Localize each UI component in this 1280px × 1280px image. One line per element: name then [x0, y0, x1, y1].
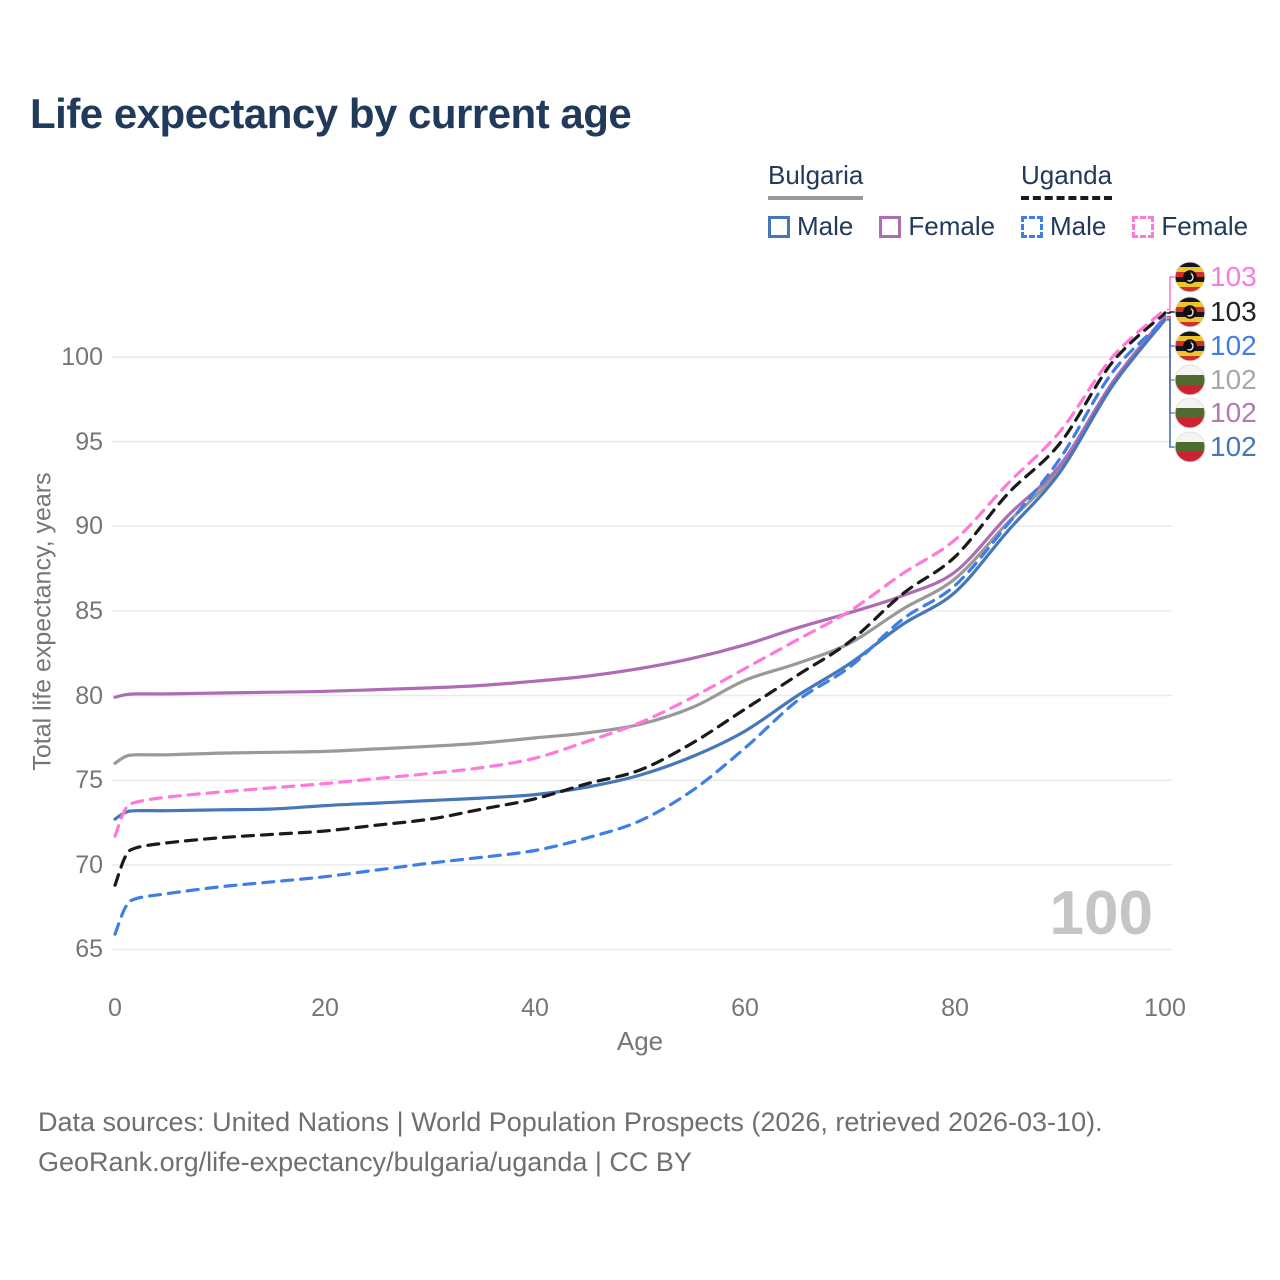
x-axis-tick-label: 80	[941, 994, 969, 1022]
end-value-label-uganda-total: 103	[1210, 296, 1257, 327]
end-label-leader-line	[1167, 319, 1176, 347]
legend-swatch-bulgaria-female-icon	[879, 215, 902, 238]
legend-item-label: Female	[1161, 211, 1249, 241]
legend-swatch-uganda-female-icon	[1132, 215, 1155, 238]
legend-item-bulgaria-female[interactable]: Female	[879, 211, 995, 242]
legend-item-label: Male	[1050, 211, 1107, 241]
end-label-leader-line	[1167, 319, 1176, 448]
legend-country-uganda[interactable]: Uganda	[1021, 160, 1113, 200]
end-value-label-bulgaria-female: 102	[1210, 397, 1257, 428]
legend-swatch-bulgaria-male-icon	[768, 215, 790, 238]
y-axis-tick-label: 95	[75, 427, 103, 456]
end-value-label-bulgaria-male: 102	[1210, 431, 1257, 462]
footer-source-line: Data sources: United Nations | World Pop…	[38, 1107, 1103, 1137]
end-label-leader-line	[1167, 276, 1176, 311]
uganda-flag-icon	[1174, 261, 1206, 293]
x-axis-tick-label: 60	[731, 994, 759, 1022]
hovered-age-watermark: 100	[1049, 879, 1153, 948]
x-axis-tick-label: 20	[311, 994, 339, 1022]
legend-item-label: Female	[908, 211, 996, 241]
legend-item-uganda-female[interactable]: Female	[1132, 211, 1248, 242]
footer-attribution-line[interactable]: GeoRank.org/life-expectancy/bulgaria/uga…	[38, 1147, 692, 1177]
y-axis-tick-label: 90	[75, 512, 103, 541]
bulgaria-flag-icon	[1174, 364, 1206, 396]
legend-item-label: Male	[797, 211, 854, 241]
series-line-uganda-total[interactable]	[113, 311, 1167, 887]
series-line-uganda-male[interactable]	[113, 318, 1167, 936]
legend-group-bulgaria: Bulgaria Male Female	[768, 160, 1021, 242]
bulgaria-flag-icon	[1174, 431, 1206, 463]
end-label-leader-line	[1167, 315, 1176, 414]
legend-group-uganda: Uganda Male Female	[1021, 160, 1274, 242]
series-line-bulgaria-total[interactable]	[113, 316, 1167, 765]
x-axis-tick-label: 100	[1144, 994, 1186, 1022]
end-label-leader-line	[1167, 311, 1176, 314]
y-axis-tick-label: 75	[75, 766, 103, 795]
uganda-flag-icon	[1174, 296, 1206, 328]
end-value-label-bulgaria-total: 102	[1210, 364, 1257, 395]
end-value-label-uganda-female: 103	[1210, 261, 1257, 292]
series-line-uganda-female[interactable]	[113, 308, 1167, 838]
legend-country-bulgaria[interactable]: Bulgaria	[768, 160, 864, 200]
series-line-bulgaria-female[interactable]	[113, 314, 1167, 699]
page-title: Life expectancy by current age	[30, 90, 632, 137]
legend-row-bulgaria: Male Female	[768, 211, 1021, 242]
legend-row-uganda: Male Female	[1021, 211, 1274, 242]
y-axis-tick-label: 65	[75, 935, 103, 964]
y-axis-tick-label: 85	[75, 596, 103, 625]
legend-item-bulgaria-male[interactable]: Male	[768, 211, 853, 242]
legend-item-uganda-male[interactable]: Male	[1021, 211, 1106, 242]
series-line-bulgaria-male[interactable]	[113, 318, 1167, 821]
y-axis-tick-label: 80	[75, 681, 103, 710]
x-axis-title: Age	[616, 1026, 664, 1056]
uganda-flag-icon	[1174, 330, 1206, 362]
x-axis-tick-label: 0	[108, 994, 122, 1022]
end-label-leader-line	[1167, 317, 1176, 381]
bulgaria-flag-icon	[1174, 397, 1206, 429]
end-value-label-uganda-male: 102	[1210, 330, 1257, 361]
legend-swatch-uganda-male-icon	[1021, 215, 1043, 238]
y-axis-tick-label: 100	[61, 343, 103, 371]
x-axis-tick-label: 40	[521, 994, 549, 1022]
y-axis-tick-label: 70	[75, 850, 103, 879]
